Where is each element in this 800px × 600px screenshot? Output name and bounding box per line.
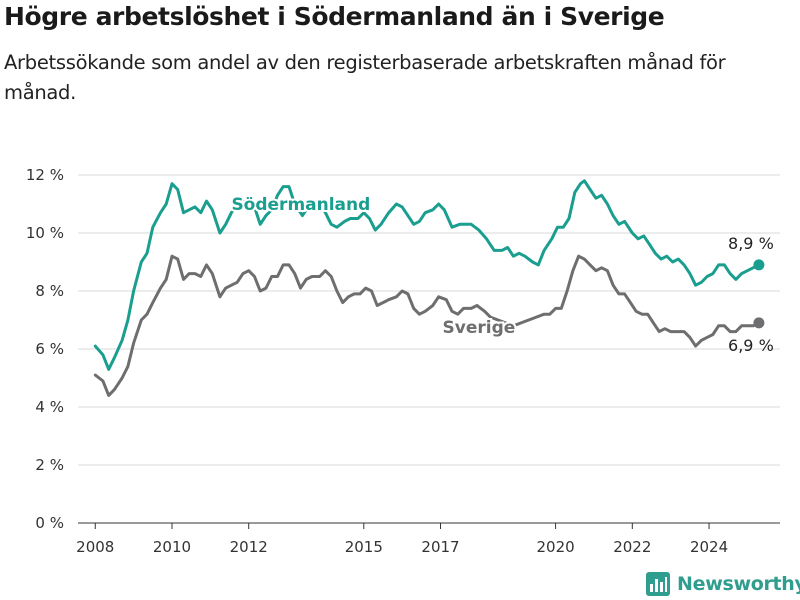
bar-chart-icon — [646, 572, 670, 596]
logo-text: Newsworthy — [677, 573, 800, 595]
y-tick-label: 12 % — [26, 166, 64, 184]
y-tick-label: 4 % — [35, 398, 64, 416]
x-tick-label: 2017 — [421, 538, 459, 556]
series-line-0 — [93, 179, 761, 371]
gridlines — [78, 174, 780, 466]
y-tick-label: 2 % — [35, 456, 64, 474]
chart-subtitle: Arbetssökande som andel av den registerb… — [4, 51, 726, 104]
y-tick-label: 8 % — [35, 282, 64, 300]
x-tick-label: 2008 — [76, 538, 114, 556]
x-tick-label: 2022 — [613, 538, 651, 556]
y-tick-label: 0 % — [35, 514, 64, 532]
x-tick-label: 2010 — [153, 538, 191, 556]
series-name-label: Södermanland — [231, 195, 370, 215]
x-tick-label: 2015 — [345, 538, 383, 556]
x-tick-label: 2024 — [690, 538, 728, 556]
x-tick-label: 2012 — [230, 538, 268, 556]
annotations: Södermanland 8,9 % Sverige 6,9 % — [229, 193, 774, 355]
newsworthy-logo: Newsworthy — [645, 570, 800, 598]
series-line-1 — [93, 254, 761, 397]
series-lines — [93, 179, 765, 397]
end-value-label: 8,9 % — [728, 234, 774, 253]
y-tick-label: 10 % — [26, 224, 64, 242]
chart-title: Högre arbetslöshet i Södermanland än i S… — [4, 2, 665, 31]
axes: 0 % 2 % 4 % 6 % 8 % 10 % 12 % 2008 2010 2012 2015 2… — [26, 166, 780, 556]
series-name-label: Sverige — [443, 318, 516, 338]
series-end-point — [753, 259, 765, 271]
y-tick-label: 6 % — [35, 340, 64, 358]
x-tick-label: 2020 — [536, 538, 574, 556]
series-end-point — [753, 317, 765, 329]
end-value-label: 6,9 % — [728, 336, 774, 355]
